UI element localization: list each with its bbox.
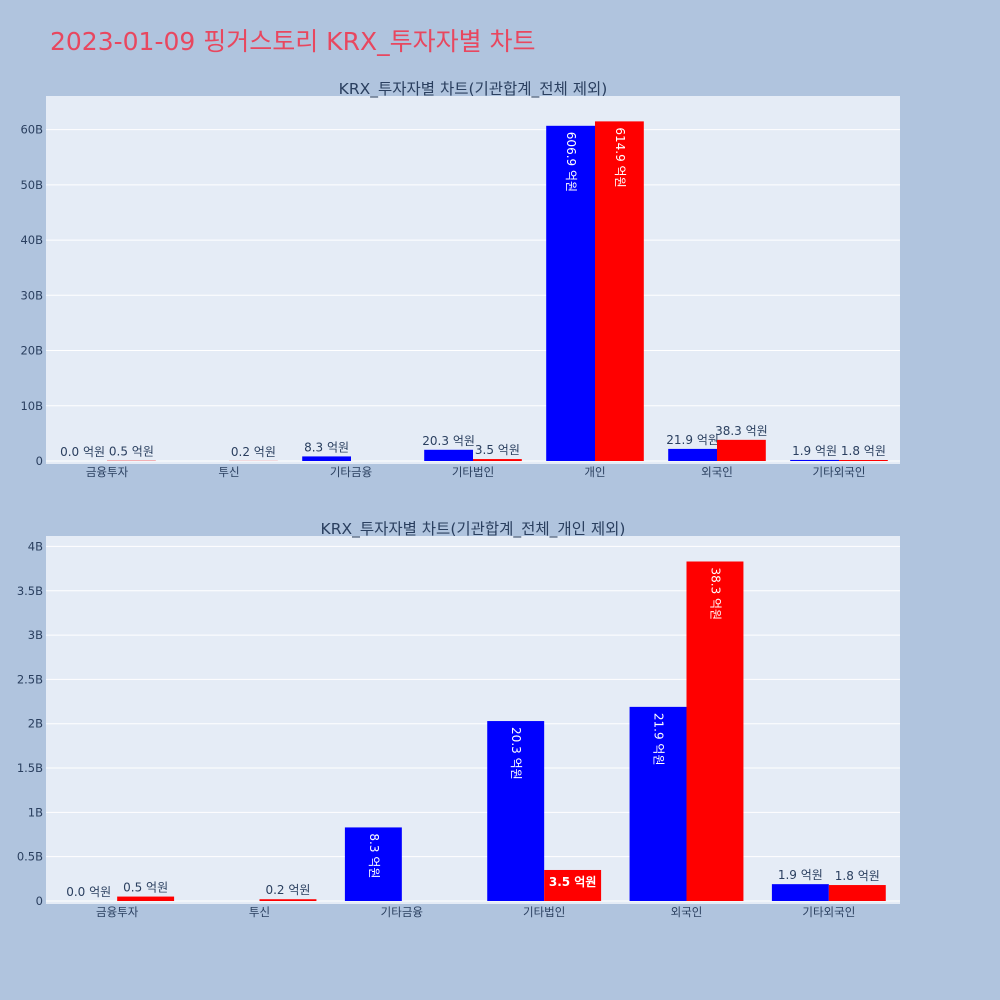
y-tick-label: 1.5B bbox=[17, 761, 43, 775]
data-label: 614.9 억원 bbox=[613, 127, 627, 187]
data-label: 21.9 억원 bbox=[652, 713, 666, 766]
bar bbox=[344, 827, 402, 901]
y-tick-label: 0.5B bbox=[17, 850, 43, 864]
data-label: 1.8 억원 bbox=[841, 444, 886, 458]
y-tick-label: 0 bbox=[36, 894, 43, 908]
y-tick-label: 60B bbox=[20, 123, 43, 137]
bar bbox=[546, 125, 595, 462]
bar bbox=[473, 459, 522, 461]
data-label: 8.3 억원 bbox=[304, 440, 349, 454]
x-tick-label: 기타외국인 bbox=[813, 465, 866, 479]
y-tick-label: 2B bbox=[28, 717, 43, 731]
x-tick-label: 기타법인 bbox=[452, 465, 494, 479]
y-tick-label: 4B bbox=[28, 539, 43, 553]
chart-title: KRX_투자자별 차트(기관합계_전체_개인 제외) bbox=[321, 520, 626, 539]
x-tick-label: 개인 bbox=[584, 465, 605, 479]
y-tick-label: 3.5B bbox=[17, 584, 43, 598]
chart-title: KRX_투자자별 차트(기관합계_전체 제외) bbox=[339, 80, 608, 99]
data-label: 0.0 억원 bbox=[66, 885, 111, 899]
data-label: 0.2 억원 bbox=[265, 883, 310, 897]
data-label: 0.5 억원 bbox=[123, 881, 168, 895]
x-tick-label: 기타금융 bbox=[330, 465, 372, 479]
data-label: 1.8 억원 bbox=[835, 869, 880, 883]
plot-background bbox=[46, 536, 900, 904]
y-tick-label: 3B bbox=[28, 628, 43, 642]
bar bbox=[117, 896, 175, 901]
x-tick-label: 투신 bbox=[249, 905, 270, 919]
y-tick-label: 2.5B bbox=[17, 672, 43, 686]
bar bbox=[487, 721, 545, 901]
y-tick-label: 0 bbox=[36, 454, 43, 468]
y-tick-label: 30B bbox=[20, 288, 43, 302]
bar bbox=[790, 459, 839, 461]
data-label: 20.3 억원 bbox=[422, 434, 475, 448]
data-label: 38.3 억원 bbox=[715, 424, 768, 438]
bar bbox=[259, 899, 317, 901]
bar bbox=[629, 706, 687, 901]
data-label: 3.5 억원 bbox=[475, 443, 520, 457]
data-label: 0.0 억원 bbox=[60, 445, 105, 459]
x-tick-label: 기타금융 bbox=[381, 905, 423, 919]
data-label: 0.5 억원 bbox=[109, 445, 154, 459]
bar bbox=[424, 449, 473, 461]
x-tick-label: 금융투자 bbox=[86, 465, 129, 479]
data-label: 20.3 억원 bbox=[509, 727, 523, 780]
plot-background bbox=[46, 96, 900, 464]
data-label: 38.3 억원 bbox=[708, 568, 722, 621]
data-label: 1.9 억원 bbox=[778, 868, 823, 882]
data-label: 0.2 억원 bbox=[231, 445, 276, 459]
x-tick-label: 기타외국인 bbox=[802, 905, 855, 919]
chart-excluding-individual: 0 0.5B 1B 1.5B 2B 2.5B 3B 3.5B 4B KRX_투자자별 차트(기관합… bbox=[17, 520, 900, 919]
bar bbox=[302, 456, 351, 461]
bar bbox=[771, 884, 829, 901]
x-tick-label: 금융투자 bbox=[96, 905, 139, 919]
bar bbox=[544, 869, 602, 901]
bar bbox=[717, 439, 766, 461]
page-title: 2023-01-09 핑거스토리 KRX_투자자별 차트 bbox=[50, 27, 536, 56]
y-tick-label: 50B bbox=[20, 178, 43, 192]
data-label: 606.9 억원 bbox=[564, 132, 578, 192]
x-tick-label: 기타법인 bbox=[523, 905, 565, 919]
bar bbox=[668, 448, 717, 461]
bar bbox=[839, 460, 888, 461]
bar bbox=[686, 561, 744, 901]
x-tick-label: 투신 bbox=[218, 465, 239, 479]
y-tick-label: 1B bbox=[28, 805, 43, 819]
data-label: 8.3 억원 bbox=[367, 833, 381, 878]
y-tick-label: 10B bbox=[20, 399, 43, 413]
data-label: 3.5 억원 bbox=[549, 875, 597, 889]
data-label: 21.9 억원 bbox=[666, 433, 719, 447]
x-tick-label: 외국인 bbox=[671, 905, 703, 919]
y-tick-label: 40B bbox=[20, 233, 43, 247]
chart-all-investors: 0 10B 20B 30B 40B 50B 60B KRX_투자자별 차트(기관합계_전체 제… bbox=[20, 80, 900, 479]
data-label: 1.9 억원 bbox=[792, 444, 837, 458]
x-tick-label: 외국인 bbox=[701, 465, 733, 479]
bar bbox=[595, 121, 644, 462]
bar bbox=[828, 885, 886, 901]
y-tick-label: 20B bbox=[20, 344, 43, 358]
